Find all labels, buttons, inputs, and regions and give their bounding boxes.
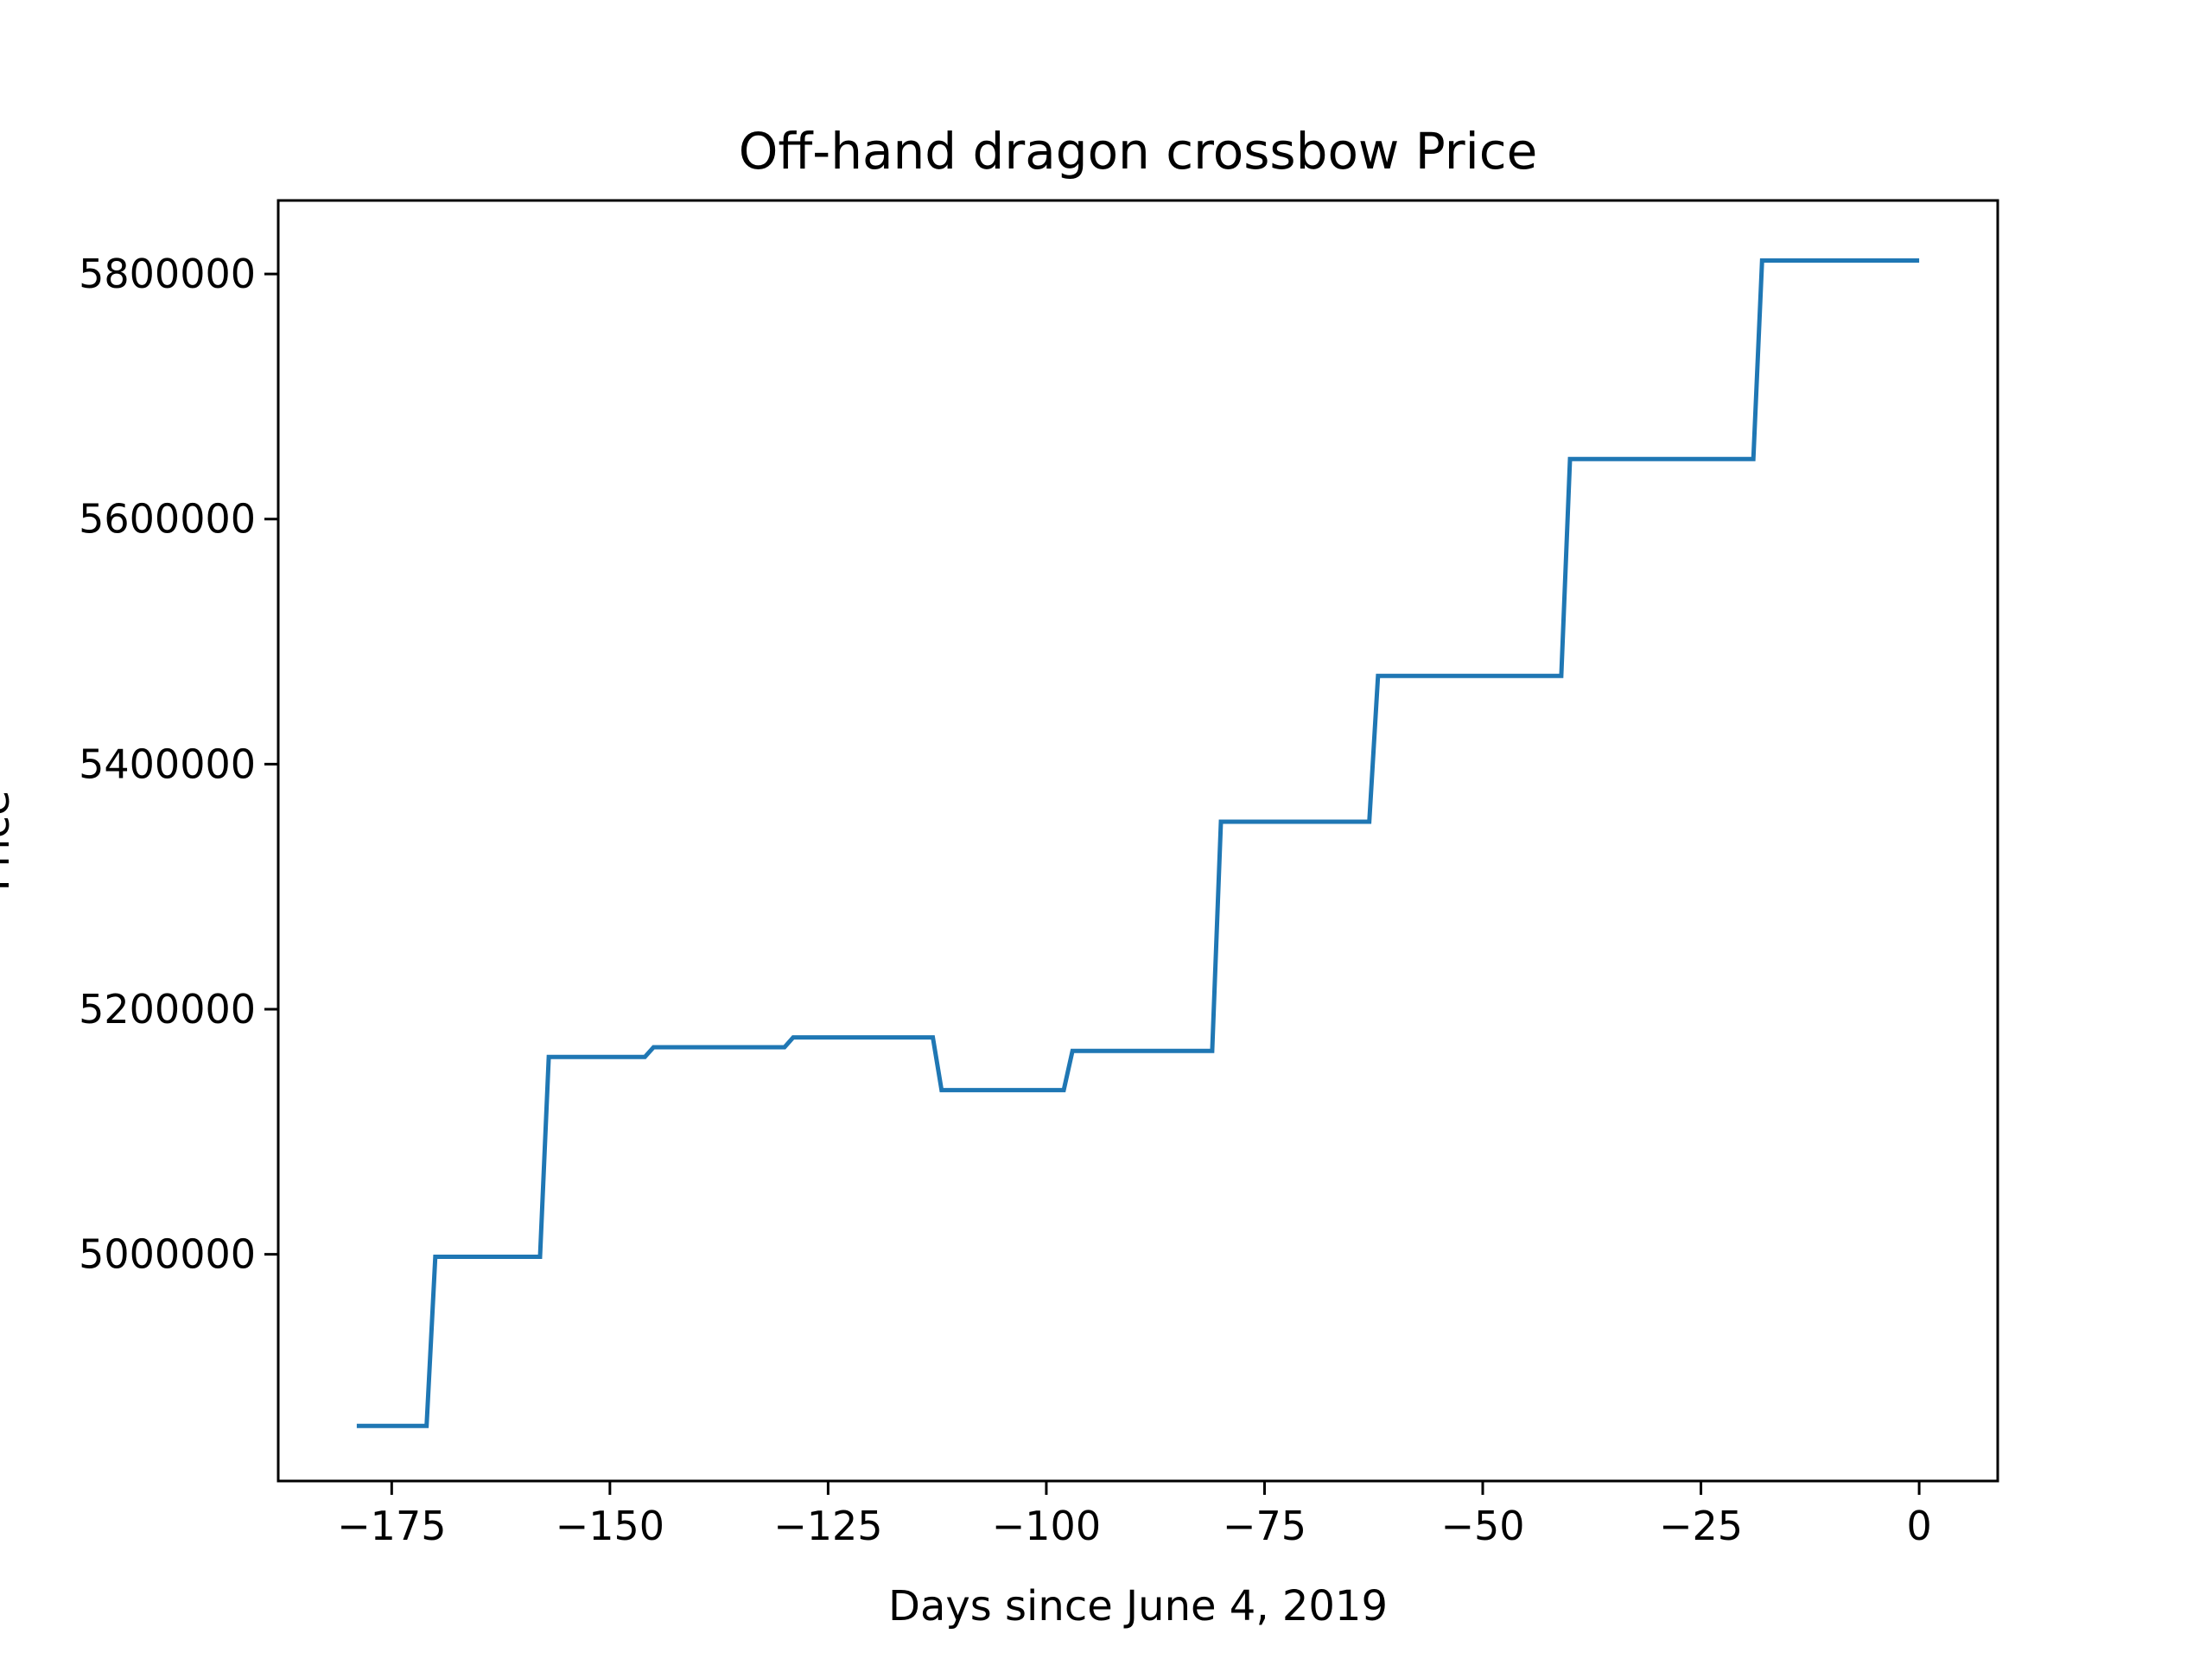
series-line-0 [356,258,1920,1428]
x-tick-label: −50 [1440,1503,1524,1549]
y-tick-label: 5400000 [79,741,256,787]
y-tick-label: 5600000 [79,496,256,543]
x-tick-label: −125 [773,1503,882,1549]
x-axis-title: Days since June 4, 2019 [888,1582,1388,1630]
x-tick-label: −25 [1659,1503,1743,1549]
chart-title: Off-hand dragon crossbow Price [739,122,1538,181]
x-tick-label: −150 [556,1503,664,1549]
y-axis-title: Price [0,790,19,891]
y-tick-label: 5000000 [79,1231,256,1278]
x-tick-label: −175 [337,1503,446,1549]
y-tick-label: 5200000 [79,986,256,1033]
y-tick-label: 5800000 [79,251,256,297]
x-tick-label: −75 [1223,1503,1306,1549]
plot-frame [276,199,1999,1483]
x-tick-label: 0 [1906,1503,1931,1549]
x-tick-label: −100 [992,1503,1101,1549]
plot-area: −175 −150 −125 −100 −75 −50 −25 0 5000000 5200000… [0,199,1999,1549]
